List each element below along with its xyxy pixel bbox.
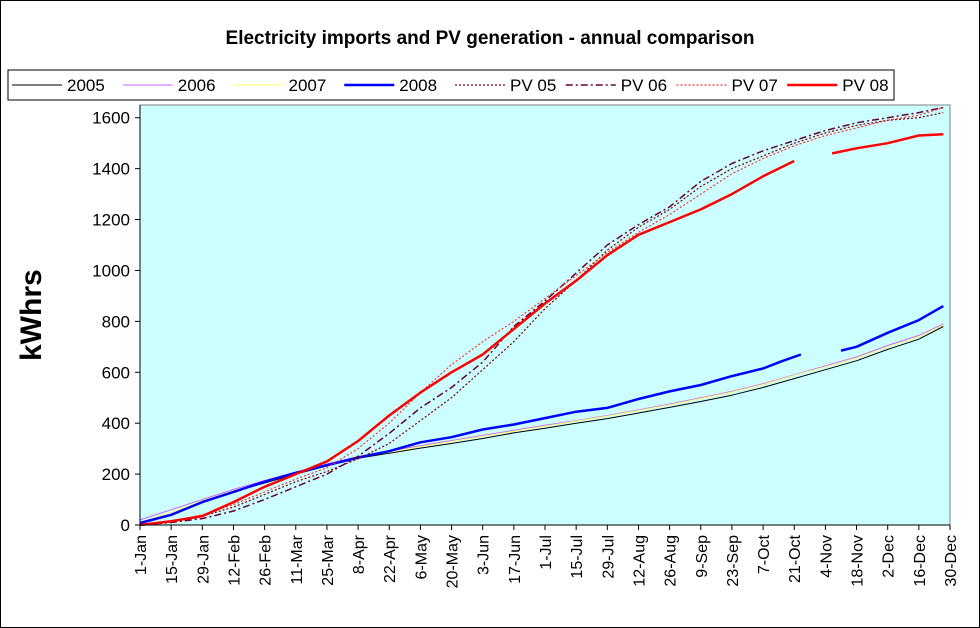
x-tick-label: 2-Dec (881, 535, 898, 578)
x-tick-label: 16-Dec (912, 535, 929, 587)
y-tick-label: 200 (102, 465, 130, 484)
y-tick-label: 800 (102, 312, 130, 331)
x-tick-label: 3-Jun (476, 535, 493, 575)
x-tick-label: 6-May (413, 535, 430, 579)
y-tick-label: 0 (121, 516, 130, 535)
legend-label: PV 08 (842, 76, 888, 95)
legend-label: PV 07 (732, 76, 778, 95)
plot-area (139, 104, 951, 526)
x-tick-label: 30-Dec (943, 535, 960, 587)
x-tick-label: 15-Jan (164, 535, 181, 584)
y-tick-label: 1200 (92, 211, 130, 230)
y-tick-label: 1000 (92, 261, 130, 280)
x-tick-label: 11-Mar (289, 534, 306, 584)
legend-label: PV 06 (621, 76, 667, 95)
x-tick-label: 12-Aug (632, 535, 649, 587)
axes: 0 200 400 600 800 1000 1200 1400 1600 1-Jan 15-Jan… (92, 105, 960, 588)
series-line-pv-08 (139, 133, 944, 527)
x-tick-label: 29-Jan (195, 535, 212, 584)
x-tick-label: 22-Apr (382, 534, 399, 583)
series-line-2005 (139, 326, 944, 525)
series-line-pv-05 (139, 112, 944, 526)
x-tick-label: 26-Aug (663, 535, 680, 587)
x-tick-label: 20-May (445, 535, 462, 588)
y-tick-label: 600 (102, 363, 130, 382)
series-line-pv-07 (139, 106, 944, 526)
series-lines (139, 106, 944, 527)
x-tick-label: 21-Oct (787, 534, 804, 583)
chart-title: Electricity imports and PV generation - … (225, 28, 755, 49)
series-line-pv-06 (139, 106, 944, 526)
y-tick-label: 400 (102, 414, 130, 433)
x-tick-label: 9-Sep (694, 535, 711, 578)
legend: 2005 2006 2007 2008 PV 05 PV 06 PV 07 PV 08 (7, 69, 895, 101)
x-tick-label: 18-Nov (850, 535, 867, 587)
legend-label: PV 05 (510, 76, 556, 95)
x-tick-label: 25-Mar (320, 534, 337, 585)
x-tick-label: 23-Sep (725, 535, 742, 587)
x-tick-label: 12-Feb (227, 535, 244, 586)
legend-label: 2007 (289, 76, 327, 95)
legend-label: 2005 (67, 76, 105, 95)
y-tick-label: 1600 (92, 109, 130, 128)
y-tick-label: 1400 (92, 160, 130, 179)
x-tick-label: 8-Apr (351, 534, 368, 574)
x-tick-label: 26-Feb (258, 535, 275, 586)
series-line-2008 (139, 305, 944, 525)
x-tick-label: 15-Jul (569, 535, 586, 579)
x-tick-label: 17-Jun (507, 535, 524, 584)
x-tick-label: 1-Jan (133, 535, 150, 575)
x-tick-label: 7-Oct (756, 534, 773, 574)
x-tick-label: 4-Nov (818, 535, 835, 578)
legend-label: 2008 (399, 76, 437, 95)
x-tick-label: 29-Jul (600, 535, 617, 579)
legend-label: 2006 (178, 76, 216, 95)
x-tick-label: 1-Jul (538, 535, 555, 570)
